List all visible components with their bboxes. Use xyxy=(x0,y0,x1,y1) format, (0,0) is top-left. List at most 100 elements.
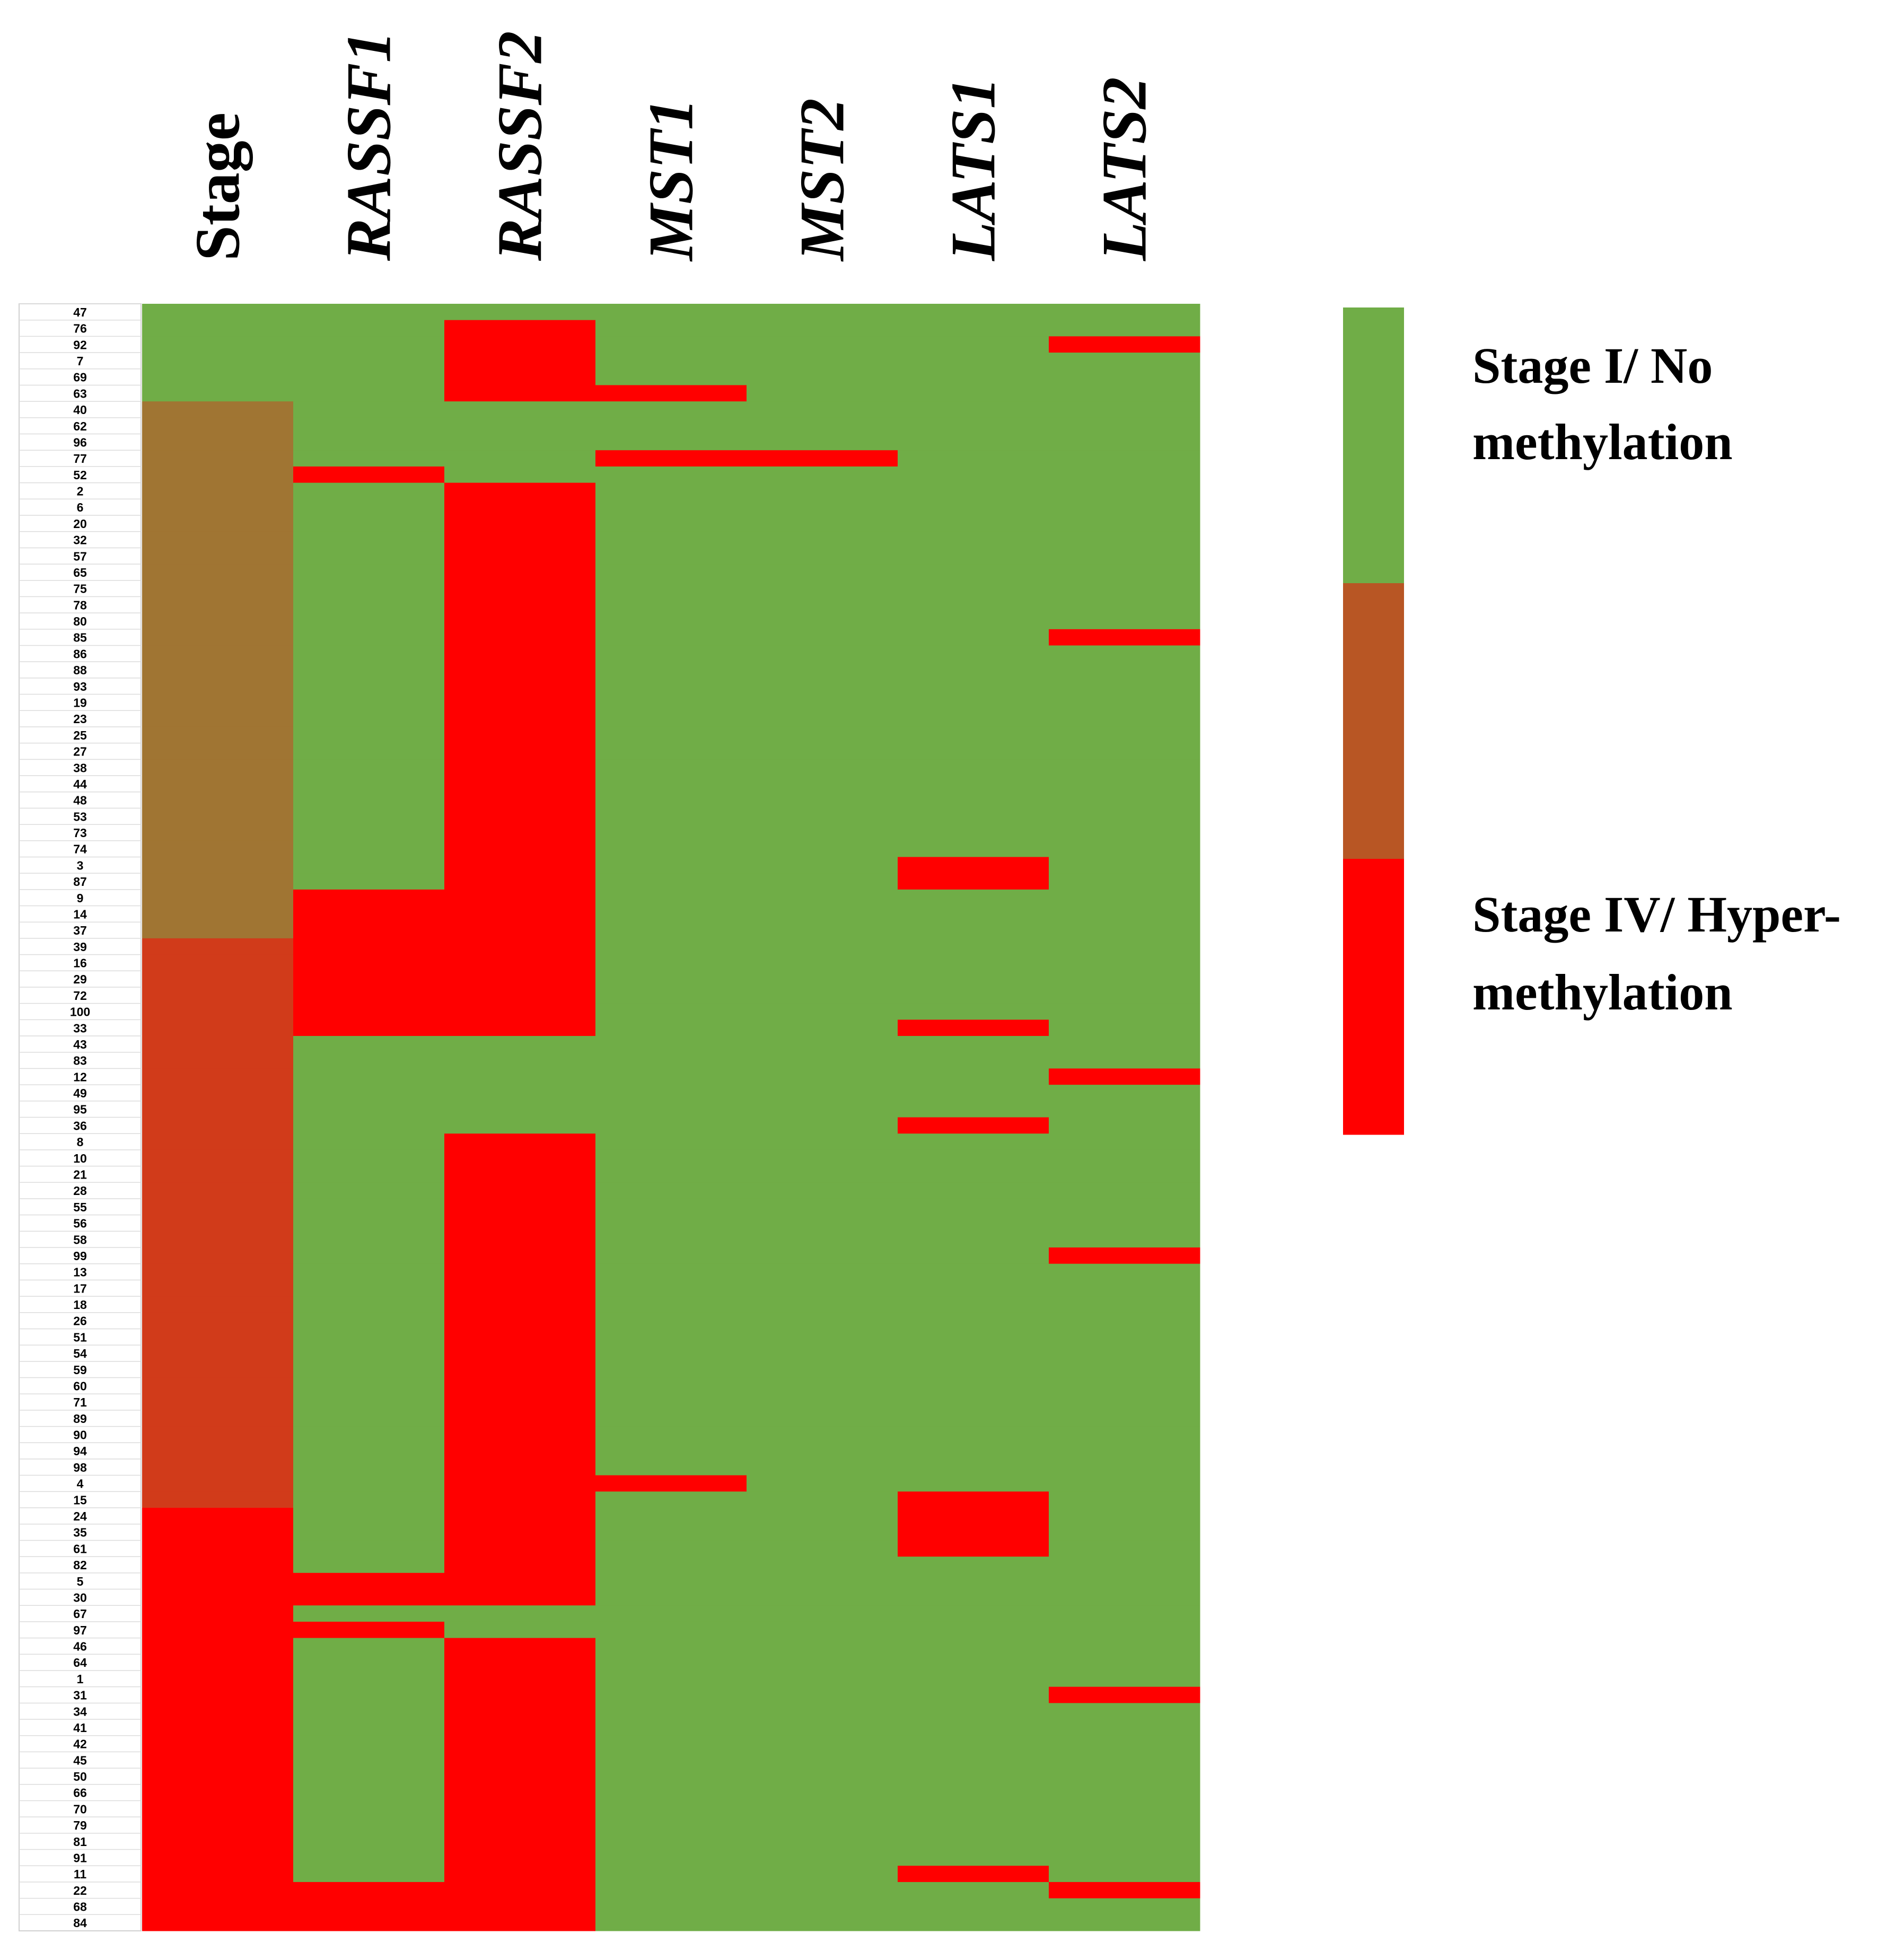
cell-mst1 xyxy=(595,776,747,793)
cell-lats1 xyxy=(898,1280,1049,1297)
cell-mst2 xyxy=(747,726,898,744)
cell-lats1 xyxy=(898,320,1049,337)
cell-stage xyxy=(142,515,294,532)
row-label: 77 xyxy=(73,452,87,465)
row-label: 74 xyxy=(73,842,87,856)
cell-rassf2 xyxy=(444,531,596,548)
row-label: 82 xyxy=(73,1558,87,1572)
cell-rassf1 xyxy=(293,954,445,971)
cell-lats1 xyxy=(898,1686,1049,1703)
cell-rassf1 xyxy=(293,792,445,808)
cell-rassf2 xyxy=(444,417,596,435)
cell-lats1 xyxy=(898,1312,1049,1329)
row-label: 10 xyxy=(73,1152,87,1165)
cell-stage xyxy=(142,1247,294,1264)
cell-lats2 xyxy=(1049,1882,1200,1899)
cell-lats2 xyxy=(1049,1296,1200,1313)
cell-rassf2 xyxy=(444,1231,596,1248)
cell-mst1 xyxy=(595,499,747,516)
cell-mst1 xyxy=(595,1003,747,1020)
row-label: 67 xyxy=(73,1607,87,1621)
cell-lats1 xyxy=(898,971,1049,988)
cell-rassf2 xyxy=(444,564,596,581)
row-label: 84 xyxy=(73,1916,87,1930)
cell-mst1 xyxy=(595,1052,747,1069)
cell-mst1 xyxy=(595,840,747,857)
cell-stage xyxy=(142,1052,294,1069)
cell-lats2 xyxy=(1049,1410,1200,1427)
column-label-lats1: LATS1 xyxy=(938,77,1008,261)
cell-mst1 xyxy=(595,1312,747,1329)
row-label: 68 xyxy=(73,1900,87,1914)
cell-mst1 xyxy=(595,1589,747,1606)
cell-lats2 xyxy=(1049,1003,1200,1020)
cell-mst2 xyxy=(747,1866,898,1883)
cell-lats2 xyxy=(1049,434,1200,451)
cell-stage xyxy=(142,726,294,744)
cell-rassf2 xyxy=(444,548,596,565)
cell-lats2 xyxy=(1049,1475,1200,1492)
cell-rassf2 xyxy=(444,1686,596,1703)
cell-stage xyxy=(142,1263,294,1280)
cell-rassf1 xyxy=(293,1458,445,1476)
cell-stage xyxy=(142,1849,294,1866)
cell-lats2 xyxy=(1049,1540,1200,1557)
cell-lats1 xyxy=(898,1475,1049,1492)
cell-mst1 xyxy=(595,759,747,776)
cell-mst1 xyxy=(595,482,747,499)
cell-lats2 xyxy=(1049,906,1200,922)
cell-mst2 xyxy=(747,1572,898,1590)
cell-mst2 xyxy=(747,1345,898,1362)
cell-mst2 xyxy=(747,417,898,435)
cell-lats1 xyxy=(898,1735,1049,1752)
row-label: 92 xyxy=(73,338,87,351)
cell-lats2 xyxy=(1049,531,1200,548)
cell-rassf1 xyxy=(293,482,445,499)
cell-lats2 xyxy=(1049,1849,1200,1866)
cell-mst1 xyxy=(595,726,747,744)
cell-mst2 xyxy=(747,466,898,484)
cell-rassf2 xyxy=(444,776,596,793)
cell-lats2 xyxy=(1049,1670,1200,1687)
cell-rassf2 xyxy=(444,1198,596,1216)
cell-mst2 xyxy=(747,710,898,727)
cell-mst2 xyxy=(747,857,898,874)
cell-mst1 xyxy=(595,1572,747,1590)
cell-lats2 xyxy=(1049,482,1200,499)
cell-rassf1 xyxy=(293,776,445,793)
cell-lats2 xyxy=(1049,1768,1200,1785)
cell-rassf2 xyxy=(444,368,596,385)
cell-lats1 xyxy=(898,1329,1049,1346)
row-label: 16 xyxy=(73,956,87,970)
cell-stage xyxy=(142,1491,294,1508)
cell-mst2 xyxy=(747,1686,898,1703)
cell-mst2 xyxy=(747,564,898,581)
cell-stage xyxy=(142,1882,294,1899)
cell-lats2 xyxy=(1049,678,1200,695)
cell-stage xyxy=(142,499,294,516)
cell-rassf2 xyxy=(444,434,596,451)
cell-mst1 xyxy=(595,1898,747,1915)
cell-lats2 xyxy=(1049,613,1200,630)
cell-lats1 xyxy=(898,1866,1049,1883)
cell-lats2 xyxy=(1049,1443,1200,1460)
cell-rassf1 xyxy=(293,353,445,370)
row-label: 39 xyxy=(73,940,87,954)
cell-lats2 xyxy=(1049,1149,1200,1167)
cell-mst1 xyxy=(595,1036,747,1053)
cell-mst1 xyxy=(595,710,747,727)
cell-mst2 xyxy=(747,1296,898,1313)
cell-lats1 xyxy=(898,873,1049,890)
row-label: 85 xyxy=(73,631,87,645)
cell-rassf2 xyxy=(444,1914,596,1931)
cell-stage xyxy=(142,971,294,988)
cell-lats2 xyxy=(1049,1752,1200,1769)
row-label: 43 xyxy=(73,1038,87,1051)
row-label: 83 xyxy=(73,1054,87,1068)
cell-rassf1 xyxy=(293,368,445,385)
row-label: 46 xyxy=(73,1640,87,1654)
cell-rassf2 xyxy=(444,1735,596,1752)
row-label: 49 xyxy=(73,1086,87,1100)
cell-mst1 xyxy=(595,629,747,646)
cell-mst1 xyxy=(595,304,747,321)
